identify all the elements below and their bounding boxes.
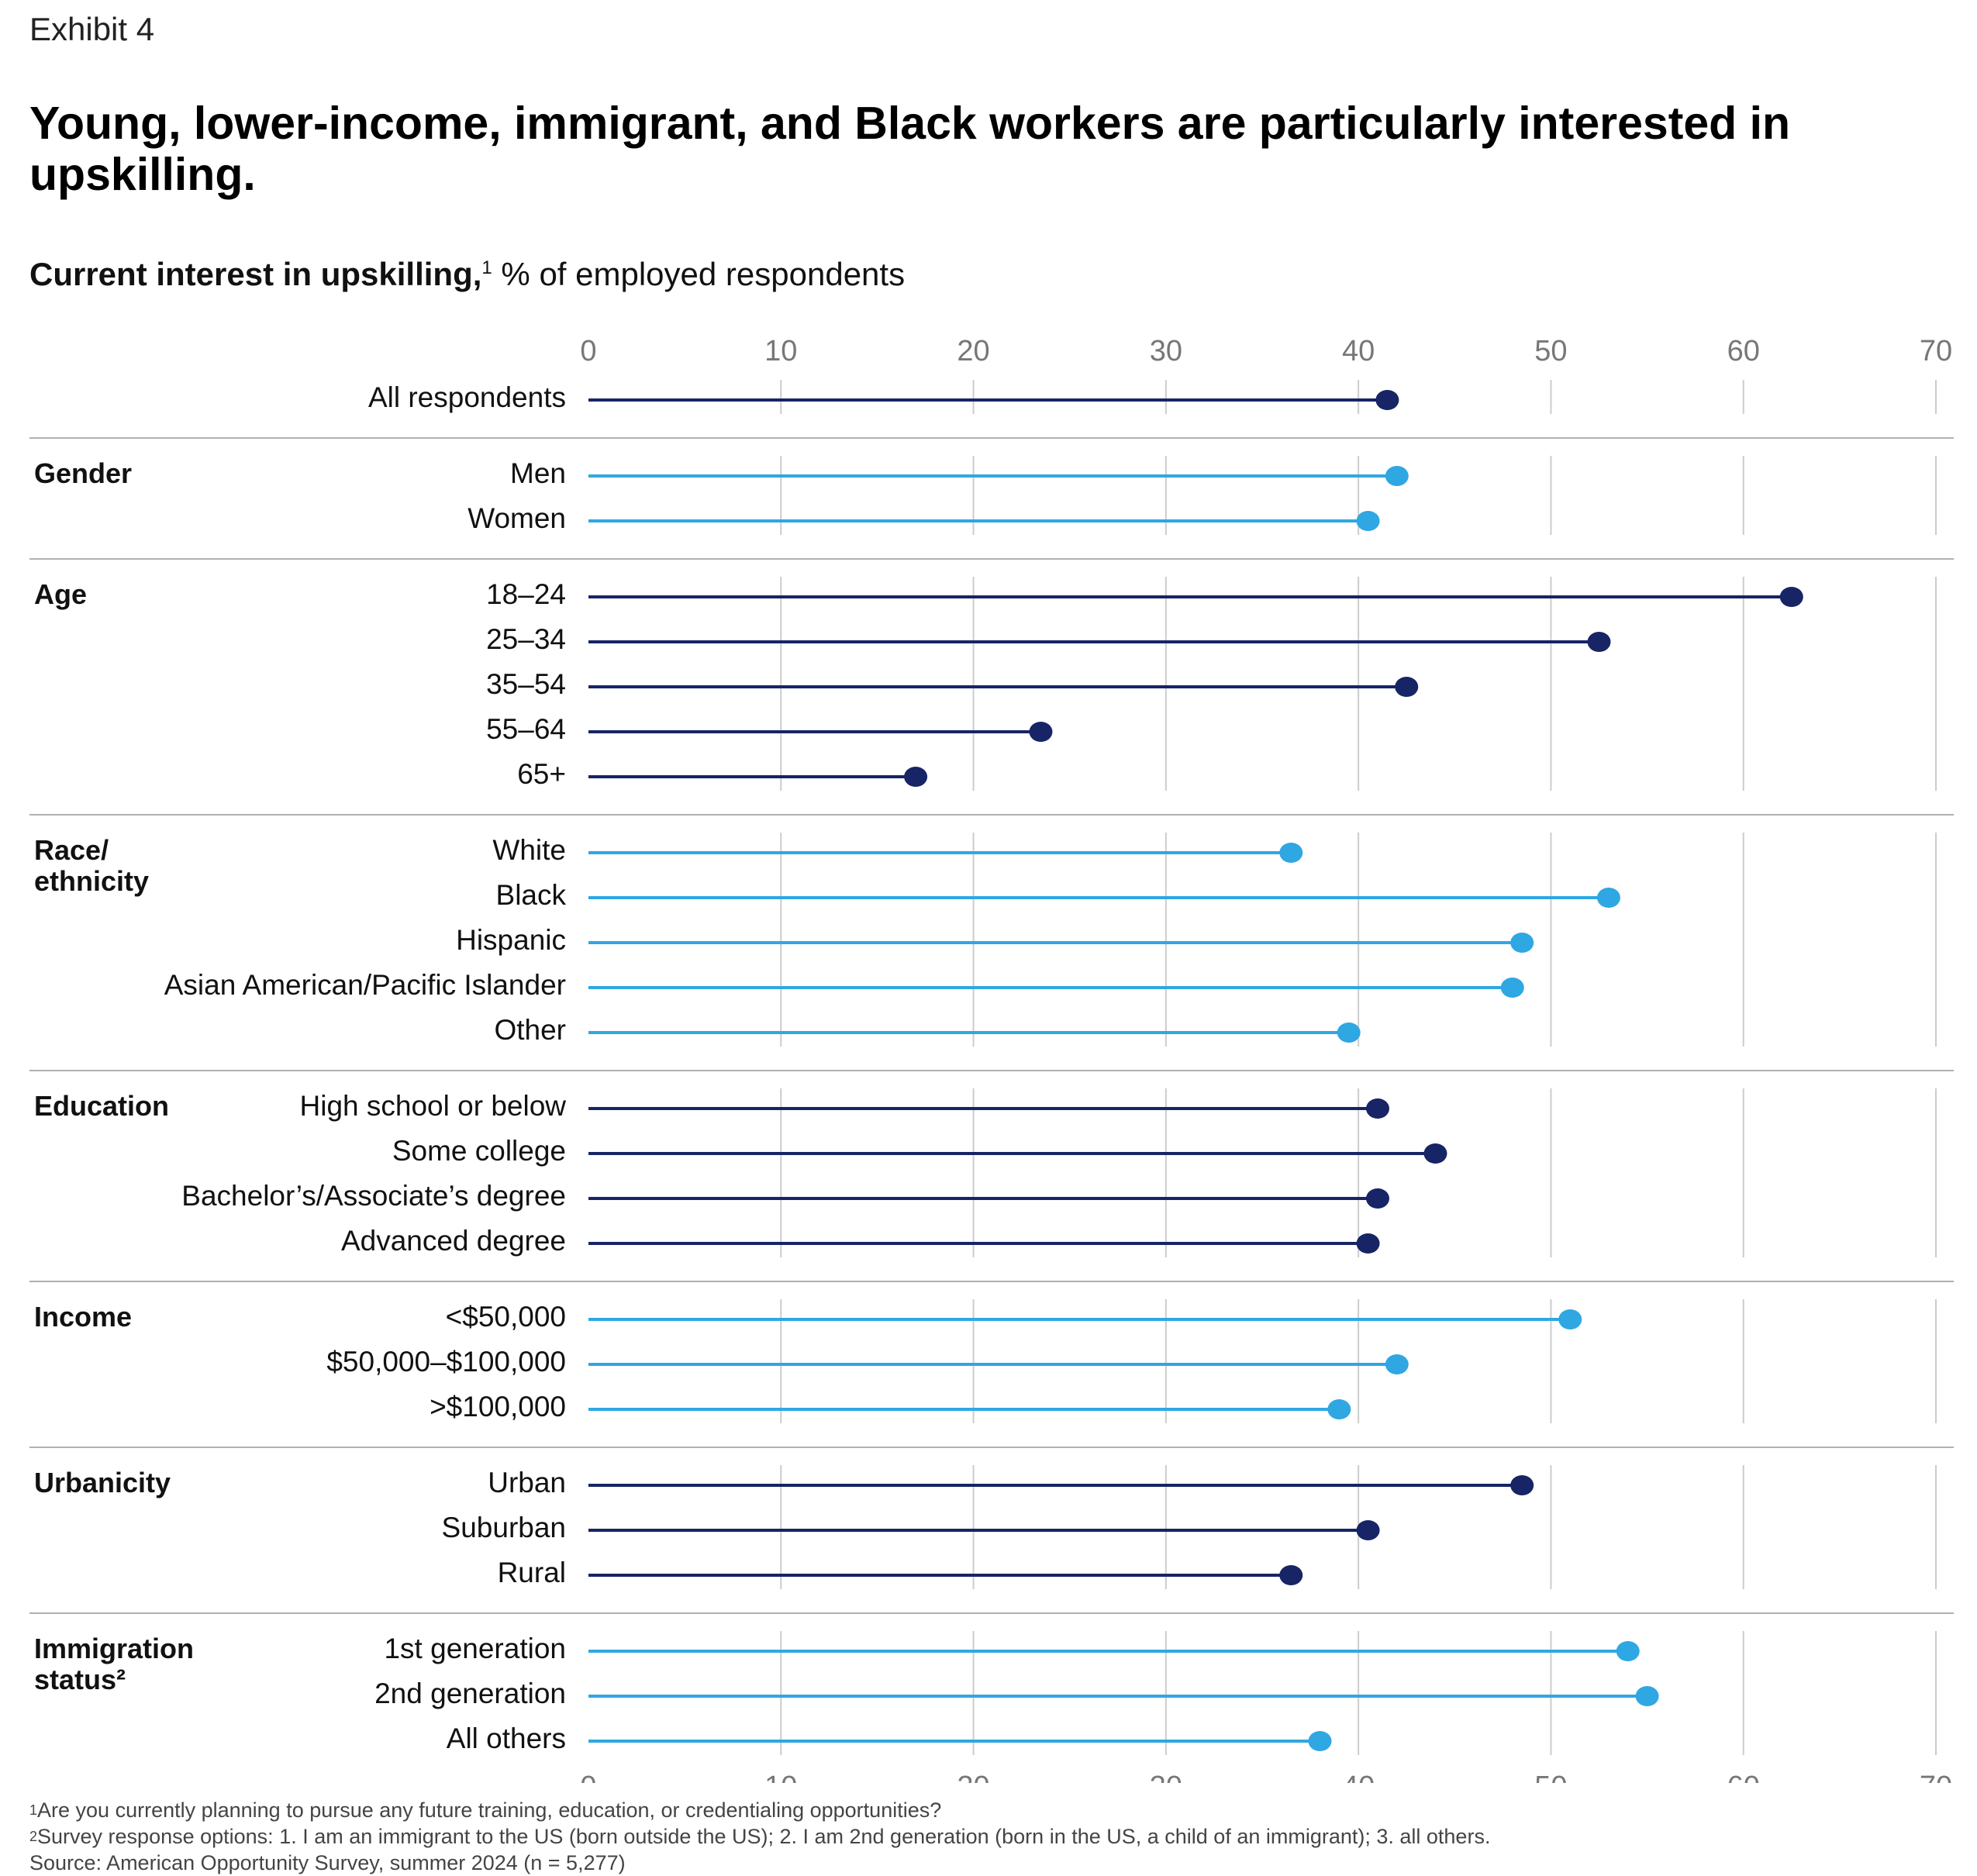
row-label: 18–24 [486,578,566,610]
bottom-tick-label: 40 [1342,1771,1375,1783]
lollipop-dot [1616,1641,1640,1661]
bottom-tick-label: 20 [957,1771,989,1783]
row-label: Some college [392,1135,566,1167]
lollipop-dot [1308,1731,1332,1751]
row-label: 25–34 [486,623,566,655]
row-label: 2nd generation [374,1678,566,1709]
lollipop-dot [1423,1143,1447,1164]
row-label: Hispanic [456,924,566,956]
chart-title: Young, lower-income, immigrant, and Blac… [29,98,1791,200]
lollipop-dot [1635,1686,1659,1706]
lollipop-dot [1500,978,1524,998]
exhibit-label: Exhibit 4 [29,11,155,47]
lollipop-dot [1375,390,1399,410]
row-label: 55–64 [486,713,566,745]
lollipop-dot [1356,1233,1380,1254]
row-label: White [492,834,566,866]
row-label: Urban [488,1467,566,1498]
top-tick-label: 60 [1727,335,1760,367]
row-label: Men [510,457,566,489]
lollipop-dot [1365,1098,1389,1119]
lollipop-chart: 0 0 10 10 20 20 30 30 40 40 50 50 60 60 70 70 All respon… [29,335,1954,1783]
bottom-tick-label: 60 [1727,1771,1760,1783]
lollipop-dot [1587,632,1611,652]
lollipop-dot [1596,888,1620,908]
row-label: 1st generation [384,1633,566,1664]
footnote-1-text: Are you currently planning to pursue any… [37,1798,942,1822]
source-note: Source: American Opportunity Survey, sum… [29,1851,626,1874]
bottom-tick-label: 0 [580,1771,596,1783]
footnote-2-text: Survey response options: 1. I am an immi… [37,1825,1491,1848]
footnote-2-number: 2 [29,1829,38,1844]
lollipop-dot [1279,1565,1303,1585]
lollipop-dot [1337,1022,1361,1043]
row-label: 65+ [517,758,566,790]
top-tick-label: 40 [1342,335,1375,367]
top-tick-label: 20 [957,335,989,367]
top-tick-label: 30 [1150,335,1182,367]
row-label: Bachelor’s/Associate’s degree [181,1180,566,1212]
row-label: $50,000–$100,000 [326,1346,566,1378]
lollipop-dot [1279,843,1303,863]
footnote-2: 2Survey response options: 1. I am an imm… [29,1823,1490,1850]
lollipop-dot [1510,933,1534,953]
group-label: Income [34,1301,132,1333]
bottom-tick-label: 70 [1920,1771,1952,1783]
lollipop-dot [1385,466,1409,486]
lollipop-dot [1558,1309,1582,1329]
lollipop-dot [1356,1520,1380,1540]
row-label: High school or below [300,1090,567,1122]
lollipop-dot [904,767,928,787]
chart-subtitle: Current interest in upskilling,1 % of em… [29,256,905,293]
group-label: Urbanicity [34,1467,171,1498]
row-label: Black [496,879,567,911]
bottom-tick-label: 10 [764,1771,797,1783]
row-label: Rural [498,1557,566,1588]
group-label: Immigration [34,1633,194,1664]
subtitle-bold: Current interest in upskilling, [29,256,482,292]
row-label: 35–54 [486,668,566,700]
row-label: Other [494,1014,566,1046]
lollipop-dot [1356,511,1380,531]
row-label: All others [447,1723,566,1754]
top-tick-label: 70 [1920,335,1952,367]
row-label: Advanced degree [341,1225,566,1257]
footnote-1-number: 1 [29,1802,38,1818]
lollipop-dot [1510,1475,1534,1495]
group-label: ethnicity [34,865,149,897]
top-tick-label: 0 [580,335,596,367]
top-tick-label: 10 [764,335,797,367]
lollipop-dot [1779,587,1803,607]
group-label: Gender [34,457,132,489]
group-label: Race/ [34,834,109,866]
bottom-tick-label: 30 [1150,1771,1182,1783]
footnote-1: 1Are you currently planning to pursue an… [29,1797,1490,1823]
footnotes: 1Are you currently planning to pursue an… [29,1797,1490,1876]
group-label: Education [34,1090,169,1122]
row-label: Suburban [442,1512,566,1543]
subtitle-footnote-mark: 1 [481,257,492,278]
lollipop-dot [1327,1399,1351,1419]
lollipop-dot [1029,722,1053,742]
row-label: Women [468,502,566,534]
lollipop-dot [1395,677,1419,697]
group-label: status² [34,1664,126,1695]
bottom-tick-label: 50 [1534,1771,1567,1783]
row-label: All respondents [368,381,566,413]
row-label: Asian American/Pacific Islander [164,969,566,1001]
top-tick-label: 50 [1534,335,1567,367]
lollipop-dot [1365,1188,1389,1209]
lollipop-dot [1385,1354,1409,1374]
row-label: <$50,000 [446,1301,566,1333]
row-label: >$100,000 [430,1391,566,1423]
group-label: Age [34,578,87,610]
subtitle-rest: % of employed respondents [492,256,906,292]
